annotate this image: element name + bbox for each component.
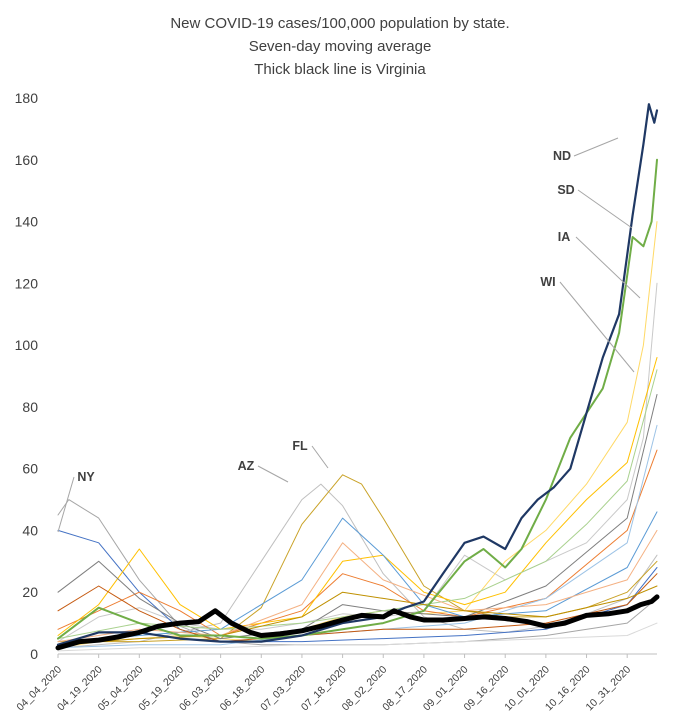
y-tick-label: 140 xyxy=(15,214,39,230)
annotation-leader-wi xyxy=(559,281,635,373)
annotation-label-nd: ND xyxy=(553,149,571,163)
series-line-virginia xyxy=(55,594,660,651)
y-tick-label: 100 xyxy=(15,337,39,353)
annotation-leader-ia xyxy=(575,236,641,299)
series-line-state-17 xyxy=(57,585,658,646)
y-tick-label: 180 xyxy=(15,90,39,106)
series-lines xyxy=(55,103,660,652)
series-line-sd xyxy=(57,158,658,640)
y-tick-label: 160 xyxy=(15,152,39,168)
series-line-nd xyxy=(56,103,659,646)
annotation-label-az: AZ xyxy=(238,459,255,473)
annotation-leader-nd xyxy=(573,137,619,157)
annotation-label-sd: SD xyxy=(557,183,574,197)
annotation-leader-az xyxy=(257,465,289,483)
series-line-state-8 xyxy=(57,449,658,636)
y-tick-label: 0 xyxy=(30,646,38,662)
y-tick-label: 40 xyxy=(22,522,38,538)
chart-title: New COVID-19 cases/100,000 population by… xyxy=(170,15,509,78)
series-line-state-13 xyxy=(57,529,658,643)
series-line-state-9 xyxy=(57,357,658,636)
annotations: ND SD IA WI NY AZ FL xyxy=(57,137,641,533)
y-tick-label: 80 xyxy=(22,399,38,415)
title-line-2: Seven-day moving average xyxy=(249,38,432,55)
y-tick-label: 20 xyxy=(22,584,38,600)
annotation-label-fl: FL xyxy=(292,439,308,453)
series-line-ia xyxy=(57,282,658,643)
annotation-label-wi: WI xyxy=(540,275,555,289)
title-line-1: New COVID-19 cases/100,000 population by… xyxy=(170,15,509,32)
series-line-state-11 xyxy=(57,394,658,640)
annotation-label-ny: NY xyxy=(77,470,95,484)
title-line-3: Thick black line is Virginia xyxy=(254,61,426,78)
annotation-leader-ny xyxy=(57,476,75,533)
series-line-state-16 xyxy=(57,622,658,652)
annotation-leader-sd xyxy=(577,189,633,229)
annotation-leader-fl xyxy=(311,445,329,469)
series-line-ny xyxy=(57,499,658,646)
annotation-label-ia: IA xyxy=(558,230,571,244)
y-tick-label: 120 xyxy=(15,275,39,291)
y-tick-label: 60 xyxy=(22,461,38,477)
